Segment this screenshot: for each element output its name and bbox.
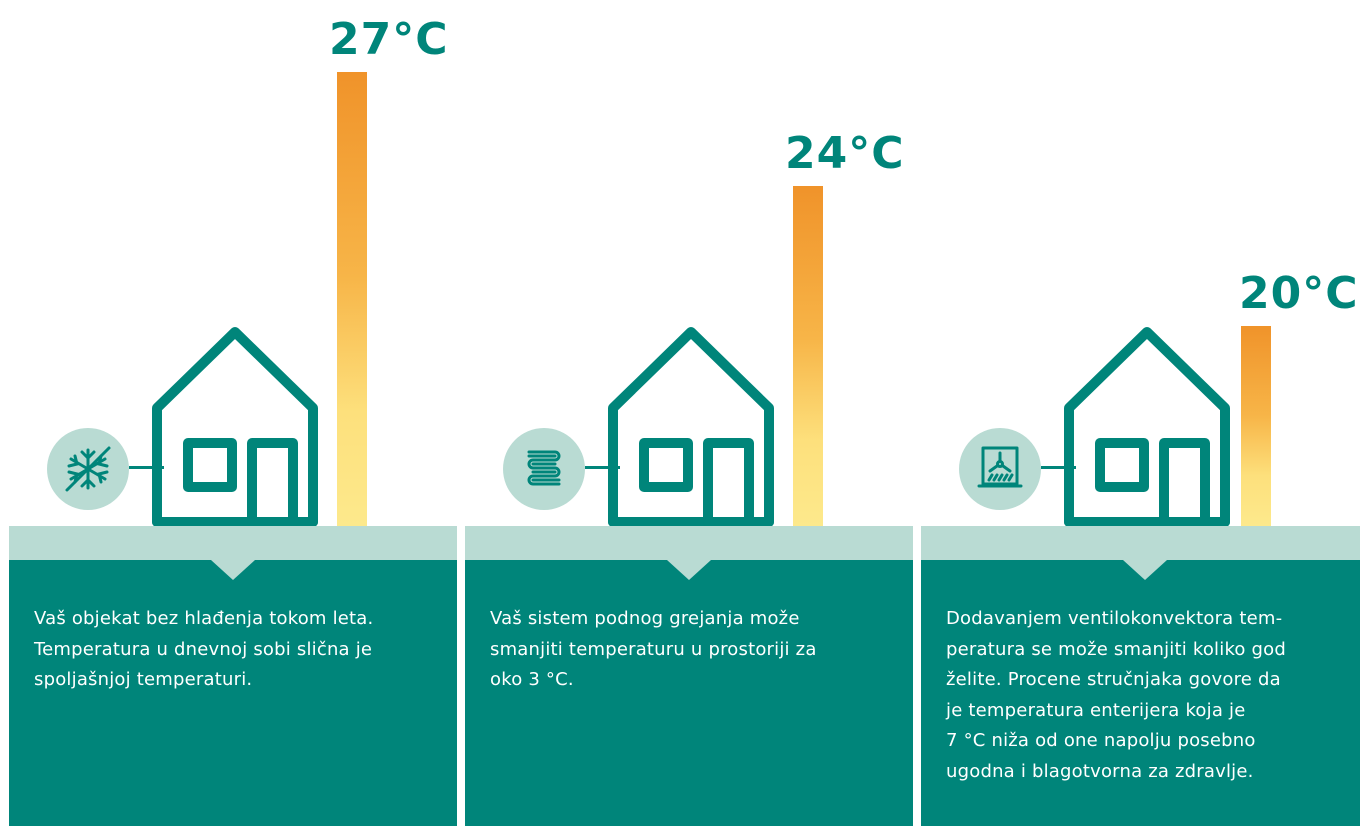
- description-text: Dodavanjem ventilokonvektora tem- peratu…: [946, 608, 1287, 782]
- house-icon: [608, 327, 774, 527]
- temperature-label: 20°C: [1239, 268, 1359, 319]
- ground-strip: [921, 526, 1360, 560]
- temperature-bar: [1241, 326, 1271, 526]
- description-box: [465, 560, 913, 826]
- panel-summer-no-cooling: 27°C Vaš objekat be: [9, 0, 457, 826]
- snowflake-off-icon: [47, 428, 129, 510]
- pointer-notch: [667, 560, 711, 580]
- temperature-label: 27°C: [329, 14, 449, 65]
- ground-strip: [465, 526, 913, 560]
- fan-coil-icon: [959, 428, 1041, 510]
- description-box: [921, 560, 1360, 826]
- temperature-bar: [793, 186, 823, 526]
- connector-line: [129, 466, 164, 469]
- description-box: [9, 560, 457, 826]
- temperature-label: 24°C: [785, 128, 905, 179]
- connector-line: [585, 466, 620, 469]
- house-icon: [1064, 327, 1230, 527]
- connector-line: [1041, 466, 1076, 469]
- description-text: Vaš sistem podnog grejanja može smanjiti…: [490, 608, 817, 690]
- panel-fan-coil: 20°C Dodav: [921, 0, 1360, 826]
- ground-strip: [9, 526, 457, 560]
- temperature-bar: [337, 72, 367, 526]
- description-text: Vaš objekat bez hlađenja tokom leta. Tem…: [34, 608, 374, 690]
- house-icon: [152, 327, 318, 527]
- panel-floor-heating: 24°C Vaš sistem podnog grejanja može sma…: [465, 0, 913, 826]
- floor-heating-icon: [503, 428, 585, 510]
- pointer-notch: [211, 560, 255, 580]
- pointer-notch: [1123, 560, 1167, 580]
